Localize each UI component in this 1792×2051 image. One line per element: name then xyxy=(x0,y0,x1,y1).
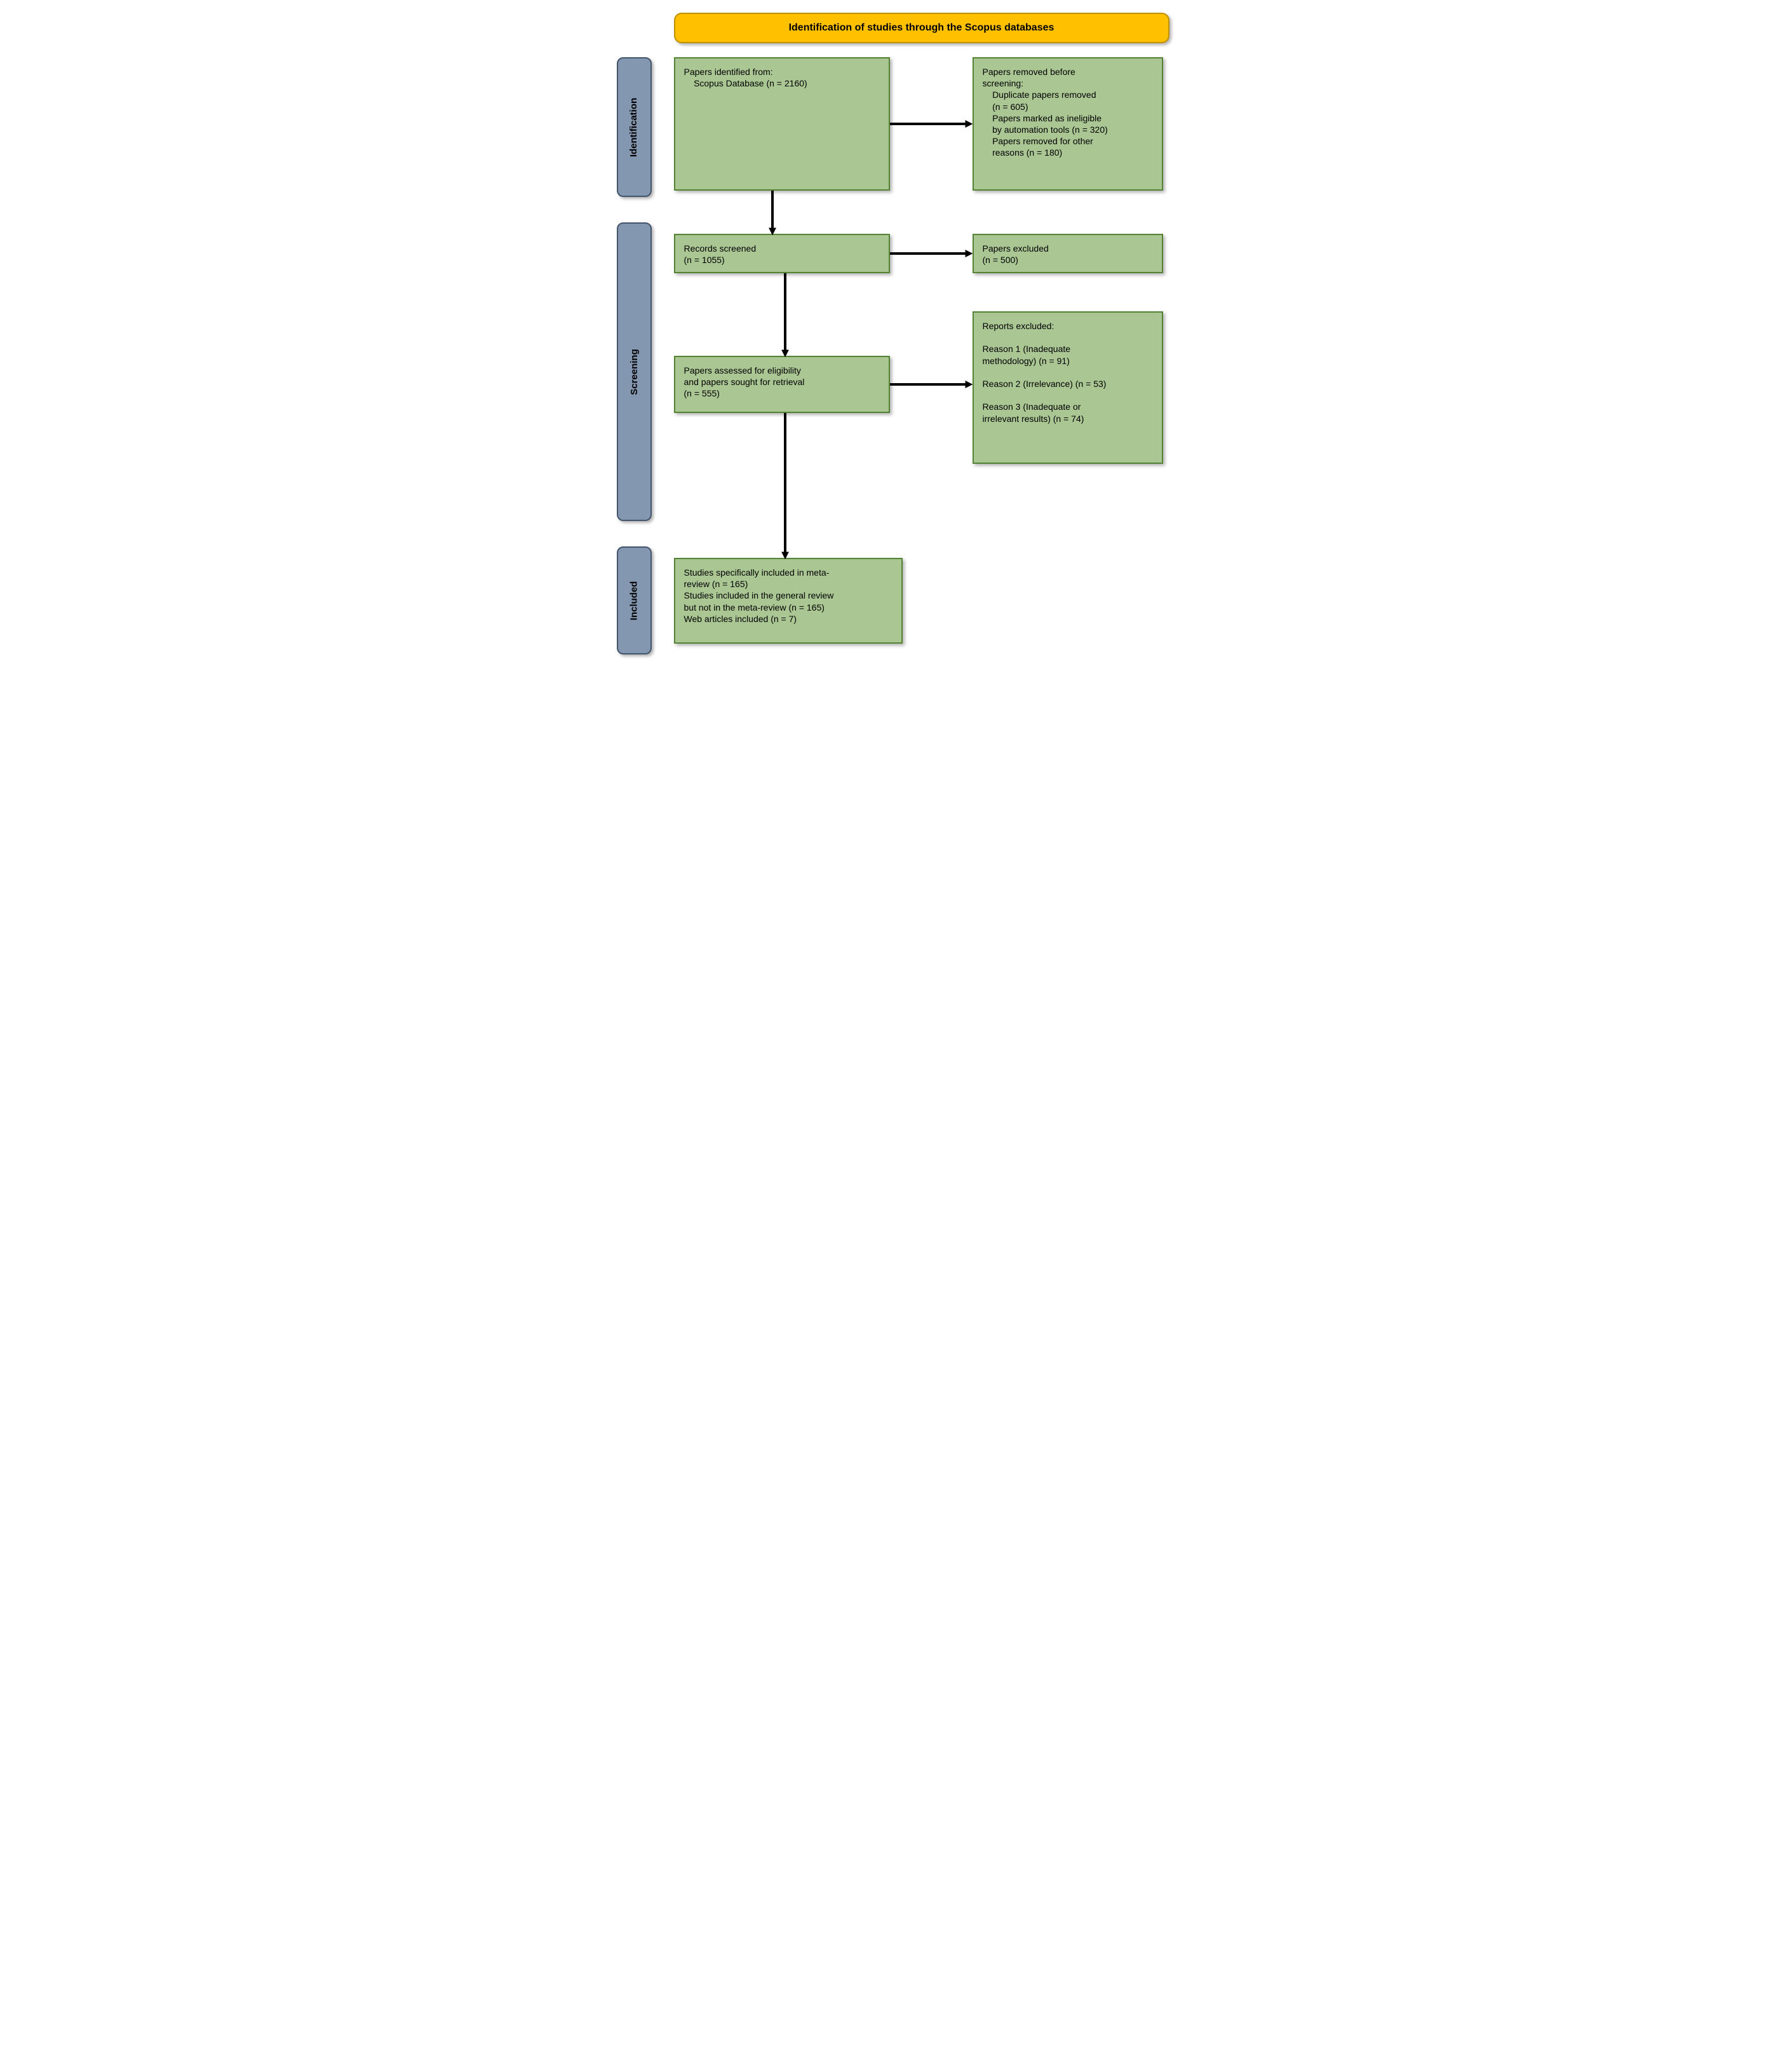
stage-label: Screening xyxy=(629,349,640,395)
node-text: Records screened (n = 1055) xyxy=(684,243,880,266)
node-text: Papers identified from: Scopus Database … xyxy=(684,66,880,89)
node-text: Papers assessed for eligibility and pape… xyxy=(684,365,880,400)
node-text: Papers removed before screening: Duplica… xyxy=(983,66,1153,159)
node-text: Studies specifically included in meta- r… xyxy=(684,567,893,625)
node-assessed: Papers assessed for eligibility and pape… xyxy=(674,356,890,413)
flowchart-canvas: Identification of studies through the Sc… xyxy=(610,13,1182,667)
node-reports-excluded: Reports excluded: Reason 1 (Inadequate m… xyxy=(973,311,1163,464)
node-identified: Papers identified from: Scopus Database … xyxy=(674,57,890,191)
stage-identification: Identification xyxy=(617,57,652,197)
stage-screening: Screening xyxy=(617,222,652,521)
node-text: Papers excluded (n = 500) xyxy=(983,243,1153,266)
header-title: Identification of studies through the Sc… xyxy=(789,22,1054,34)
node-included: Studies specifically included in meta- r… xyxy=(674,558,903,644)
stage-label: Included xyxy=(629,581,640,620)
header-banner: Identification of studies through the Sc… xyxy=(674,13,1169,43)
node-screened: Records screened (n = 1055) xyxy=(674,234,890,273)
node-text: Reports excluded: Reason 1 (Inadequate m… xyxy=(983,320,1153,424)
node-excluded-500: Papers excluded (n = 500) xyxy=(973,234,1163,273)
node-removed-before: Papers removed before screening: Duplica… xyxy=(973,57,1163,191)
stage-label: Identification xyxy=(629,97,640,156)
stage-included: Included xyxy=(617,546,652,654)
